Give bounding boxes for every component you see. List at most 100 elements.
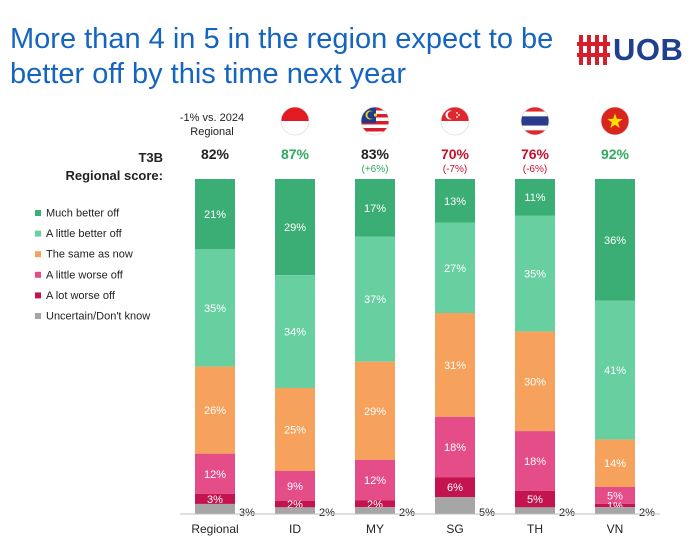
data-label: 5% — [607, 490, 623, 502]
bar-segment — [275, 507, 315, 514]
x-tick-label: VN — [607, 522, 624, 536]
data-label: 12% — [204, 469, 226, 481]
bar-segment — [195, 249, 235, 367]
data-label: 9% — [287, 481, 303, 493]
bar-segment — [195, 453, 235, 494]
change-vs-2024: (-6%) — [523, 164, 547, 175]
malaysia-flag — [360, 106, 390, 136]
bar-segment — [595, 486, 635, 504]
comparison-note-line1: -1% vs. 2024 — [180, 112, 244, 124]
data-label: 35% — [524, 269, 546, 281]
bar-segment — [355, 459, 395, 501]
t3b-score: 87% — [281, 146, 310, 162]
data-label: 6% — [447, 482, 463, 494]
t3b-score: 92% — [601, 146, 630, 162]
legend-swatch — [35, 251, 41, 258]
bar-segment — [595, 300, 635, 440]
legend-swatch — [35, 313, 41, 319]
change-vs-2024: (-7%) — [443, 164, 467, 175]
legend-label: A little worse off — [46, 269, 124, 281]
score-label-line1: T3B — [138, 150, 163, 165]
legend-swatch — [35, 271, 41, 278]
bar-segment — [355, 361, 395, 460]
data-label: 29% — [284, 222, 306, 234]
bar-segment — [435, 222, 475, 313]
data-label: 21% — [204, 209, 226, 221]
bar-segment — [435, 477, 475, 498]
comparison-note-line2: Regional — [190, 126, 233, 138]
t3b-score: 76% — [521, 146, 550, 162]
bar-segment — [275, 470, 315, 501]
bar-segment — [515, 490, 555, 508]
data-label: 5% — [527, 494, 543, 506]
thailand-flag — [520, 106, 550, 136]
bar-segment — [435, 313, 475, 417]
uob-logo-icon — [577, 35, 610, 65]
bar-segment — [435, 416, 475, 478]
legend-label: The same as now — [46, 249, 133, 261]
t3b-score: 70% — [441, 146, 470, 162]
data-label: 34% — [284, 327, 306, 339]
legend-label: A little better off — [46, 228, 123, 240]
x-tick-label: TH — [527, 522, 543, 536]
legend-label: Much better off — [46, 208, 120, 220]
bar-segment — [515, 331, 555, 432]
page-title: More than 4 in 5 in the region expect to… — [10, 23, 554, 90]
data-label: 11% — [524, 192, 545, 204]
legend-label: A lot worse off — [46, 290, 116, 302]
data-label: 5% — [479, 507, 495, 519]
x-tick-label: MY — [366, 522, 384, 536]
bar-segment — [435, 179, 475, 223]
legend-label: Uncertain/Don't know — [46, 311, 150, 323]
bar-segment — [515, 179, 555, 216]
bar-segment — [515, 431, 555, 491]
bar-segment — [595, 439, 635, 487]
legend-swatch — [35, 210, 41, 216]
data-label: 14% — [604, 458, 626, 470]
bar-segment — [195, 503, 235, 514]
uob-logo-text: UOB — [613, 32, 684, 67]
bar-segment — [355, 507, 395, 514]
bar-segment — [515, 215, 555, 332]
bar-segment — [435, 497, 475, 514]
t3b-score: 83% — [361, 146, 390, 162]
data-label: 30% — [524, 376, 546, 388]
legend-swatch — [35, 230, 41, 237]
data-label: 3% — [207, 494, 223, 506]
data-label: 36% — [604, 235, 626, 247]
bar-segment — [275, 275, 315, 388]
data-label: 2% — [399, 507, 415, 519]
indonesia-flag — [280, 106, 310, 136]
data-label: 2% — [319, 507, 335, 519]
score-label-line2: Regional score: — [65, 168, 163, 183]
data-label: 3% — [239, 507, 255, 519]
data-label: 18% — [444, 442, 466, 454]
bar-segment — [195, 366, 235, 454]
data-label: 31% — [444, 360, 466, 372]
data-label: 13% — [444, 196, 466, 208]
x-tick-label: ID — [289, 522, 301, 536]
x-tick-label: Regional — [191, 522, 238, 536]
bar-segment — [595, 503, 635, 508]
bar-segment — [275, 179, 315, 276]
data-label: 2% — [559, 507, 575, 519]
data-label: 17% — [364, 203, 386, 215]
x-tick-label: SG — [446, 522, 463, 536]
bar-segment — [595, 179, 635, 301]
data-label: 27% — [444, 263, 466, 275]
data-label: 26% — [204, 405, 226, 417]
data-label: 25% — [284, 424, 306, 436]
uob-logo: UOB — [577, 32, 687, 68]
legend-swatch — [35, 292, 41, 299]
data-label: 29% — [364, 406, 386, 418]
bar-segment — [355, 236, 395, 362]
data-label: 35% — [204, 303, 226, 315]
data-label: 37% — [364, 294, 386, 306]
bar-segment — [275, 387, 315, 471]
bar-segment — [515, 507, 555, 514]
data-label: 18% — [524, 456, 546, 468]
bar-segment — [195, 179, 235, 250]
t3b-score: 82% — [201, 146, 230, 162]
change-vs-2024: (+6%) — [362, 164, 389, 175]
